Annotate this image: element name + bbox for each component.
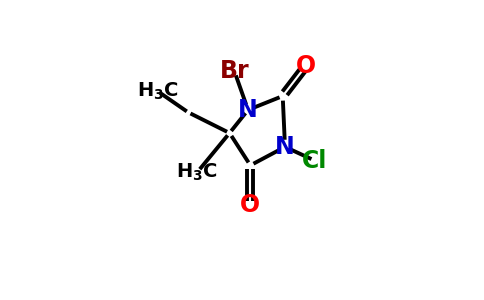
Text: N: N bbox=[275, 135, 295, 159]
Text: Cl: Cl bbox=[302, 149, 328, 173]
Text: Br: Br bbox=[219, 59, 249, 82]
Text: O: O bbox=[240, 193, 260, 217]
Text: $\mathbf{H_3C}$: $\mathbf{H_3C}$ bbox=[137, 81, 179, 102]
Text: O: O bbox=[296, 54, 316, 78]
Text: N: N bbox=[238, 98, 258, 122]
Text: $\mathbf{H_3C}$: $\mathbf{H_3C}$ bbox=[176, 162, 218, 183]
